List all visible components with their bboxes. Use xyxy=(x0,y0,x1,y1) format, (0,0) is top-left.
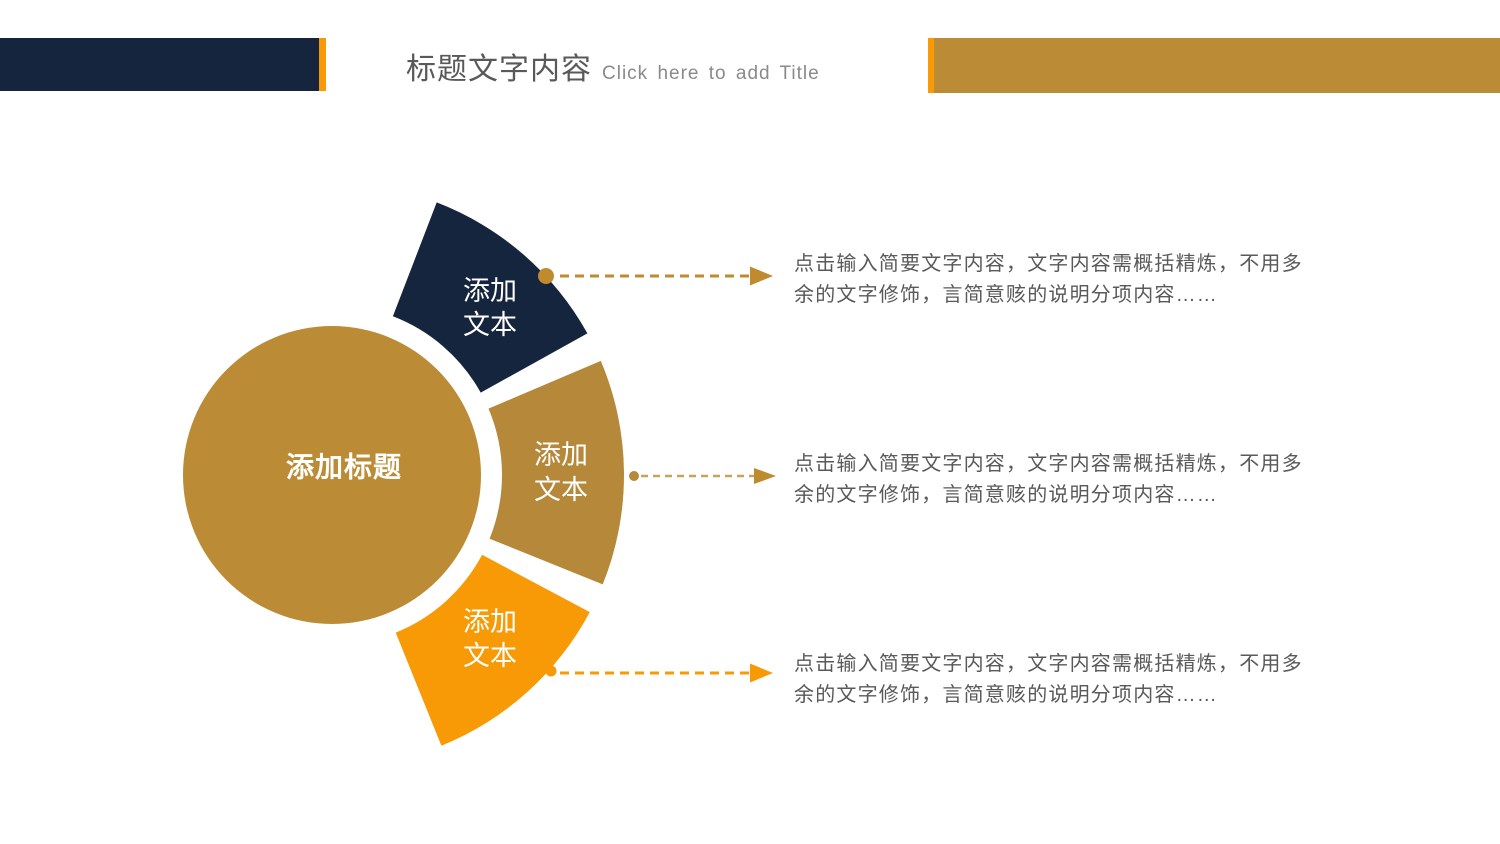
description-block-bottom[interactable]: 点击输入简要文字内容，文字内容需概括精炼，不用多余的文字修饰，言简意赅的说明分项… xyxy=(794,653,1303,706)
arrowhead-icon-bottom xyxy=(750,663,773,683)
connector-dot-bottom xyxy=(545,665,557,677)
arrowhead-icon-top xyxy=(750,266,773,286)
slide-title[interactable]: 标题文字内容 xyxy=(406,53,592,86)
center-circle[interactable] xyxy=(183,326,481,624)
segment-bottom-label-line1[interactable]: 添加 xyxy=(463,607,517,637)
segment-bottom[interactable] xyxy=(395,554,590,746)
description-block-middle[interactable]: 点击输入简要文字内容，文字内容需概括精炼，不用多余的文字修饰，言简意赅的说明分项… xyxy=(794,453,1303,506)
segment-middle-label-line2[interactable]: 文本 xyxy=(534,475,588,505)
connector-dot-middle xyxy=(629,471,639,481)
description-block-top[interactable]: 点击输入简要文字内容，文字内容需概括精炼，不用多余的文字修饰，言简意赅的说明分项… xyxy=(794,253,1303,306)
header-left-bar xyxy=(0,38,319,91)
arrowhead-icon-middle xyxy=(754,468,776,484)
connector-dot-top xyxy=(538,268,554,284)
slide-title-group[interactable]: 标题文字内容 Click here to add Title xyxy=(406,44,820,88)
header-right-accent xyxy=(928,38,934,93)
segment-middle[interactable] xyxy=(488,360,624,585)
segment-bottom-label-line2[interactable]: 文本 xyxy=(463,641,517,671)
segment-top-label-line2[interactable]: 文本 xyxy=(463,310,517,340)
center-circle-label[interactable]: 添加标题 xyxy=(286,452,402,483)
segment-middle-label-line1[interactable]: 添加 xyxy=(534,440,588,470)
header-left-accent xyxy=(319,38,326,91)
segment-top[interactable] xyxy=(392,202,588,393)
segment-top-label-line1[interactable]: 添加 xyxy=(463,276,517,306)
slide-subtitle[interactable]: Click here to add Title xyxy=(602,63,820,84)
header-right-bar xyxy=(934,38,1500,93)
